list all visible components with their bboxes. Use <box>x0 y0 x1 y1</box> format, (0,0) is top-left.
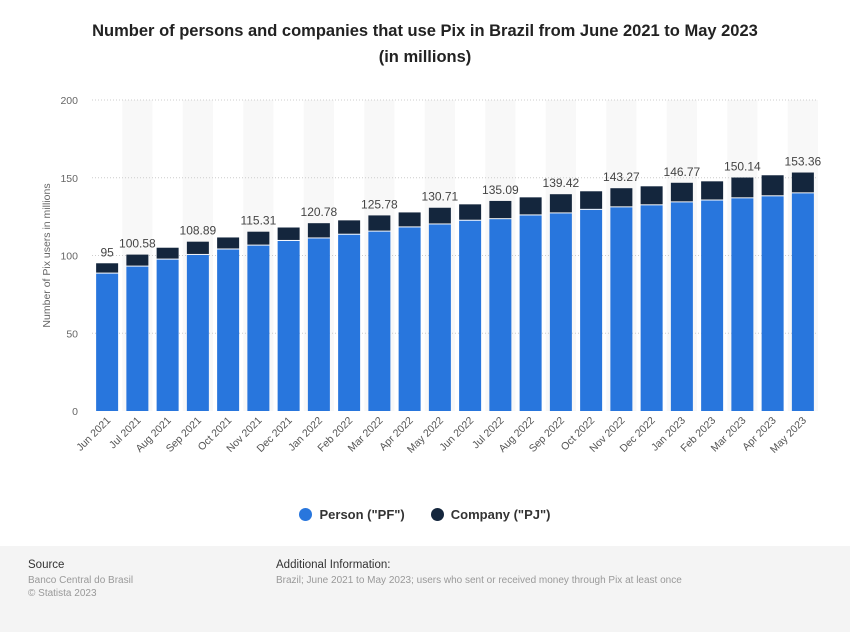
chart-title-line-2: (in millions) <box>378 48 472 66</box>
bar-company <box>277 227 300 240</box>
data-label-total: 125.78 <box>361 197 398 211</box>
bar-company <box>489 200 512 219</box>
bar-company <box>307 223 330 238</box>
bar-person <box>217 249 240 411</box>
y-tick-label: 100 <box>60 251 78 263</box>
bar-person <box>277 240 300 411</box>
data-label-total: 115.31 <box>240 214 276 228</box>
bar-person <box>731 198 754 411</box>
bar-company <box>731 177 754 198</box>
bar-person <box>156 259 179 411</box>
bar-person <box>791 193 814 411</box>
bar-person <box>126 266 149 411</box>
bar-company <box>701 181 724 200</box>
bar-person <box>398 227 421 411</box>
legend-item-company[interactable]: Company ("PJ") <box>430 507 551 522</box>
bar-person <box>489 219 512 411</box>
data-label-total: 120.78 <box>301 205 338 219</box>
legend-label-person: Person ("PF") <box>319 507 405 522</box>
source-heading: Source <box>28 559 65 571</box>
bar-company <box>519 197 542 215</box>
data-label-total: 146.77 <box>664 165 701 179</box>
data-label-total: 139.42 <box>543 176 580 190</box>
y-tick-label: 0 <box>72 406 78 418</box>
bar-company <box>580 191 603 209</box>
bar-company <box>247 231 270 245</box>
bar-person <box>338 234 361 411</box>
bar-person <box>519 215 542 411</box>
bar-person <box>670 202 693 411</box>
copyright-text: © Statista 2023 <box>28 588 97 599</box>
y-tick-label: 200 <box>60 95 78 107</box>
bar-company <box>96 263 119 273</box>
source-text[interactable]: Banco Central do Brasil <box>28 575 134 586</box>
bar-person <box>368 231 391 411</box>
data-label-total: 135.09 <box>482 183 519 197</box>
data-label-total: 143.27 <box>603 170 640 184</box>
bar-company <box>459 204 482 220</box>
bar-person <box>549 213 572 411</box>
bar-company <box>640 186 663 205</box>
chart-title-line-1: Number of persons and companies that use… <box>92 22 758 40</box>
bar-company <box>761 175 784 196</box>
info-heading: Additional Information: <box>276 559 391 571</box>
bar-person <box>307 238 330 411</box>
bar-person <box>701 200 724 411</box>
bar-person <box>640 205 663 411</box>
bar-person <box>247 245 270 411</box>
footer: Source Banco Central do Brasil © Statist… <box>0 546 850 632</box>
bar-company <box>338 220 361 234</box>
data-label-total: 108.89 <box>180 224 217 238</box>
y-tick-label: 150 <box>60 173 78 185</box>
data-label-total: 150.14 <box>724 160 761 174</box>
bar-company <box>217 237 240 249</box>
bar-company <box>610 188 633 207</box>
y-axis-label: Number of Pix users in millions <box>41 183 53 327</box>
bar-person <box>761 196 784 411</box>
bar-company <box>186 241 209 254</box>
chart-title: Number of persons and companies that use… <box>40 18 810 70</box>
bar-company <box>791 172 814 193</box>
bar-company <box>549 194 572 213</box>
bar-person <box>459 220 482 411</box>
data-label-total: 153.36 <box>785 155 822 169</box>
bar-person <box>580 209 603 411</box>
legend-marker-company <box>430 508 444 521</box>
bar-person <box>610 207 633 411</box>
legend-item-person[interactable]: Person ("PF") <box>299 507 405 522</box>
bar-person <box>96 273 119 411</box>
bar-company <box>156 247 179 259</box>
bar-company <box>368 215 391 231</box>
bar-company <box>126 254 149 266</box>
legend-marker-person <box>299 508 313 521</box>
bar-company <box>670 182 693 202</box>
info-text: Brazil; June 2021 to May 2023; users who… <box>276 575 682 586</box>
bar-company <box>428 207 451 224</box>
data-label-total: 95 <box>100 245 114 259</box>
y-tick-label: 50 <box>66 328 78 340</box>
bar-person <box>186 254 209 411</box>
bar-company <box>398 212 421 227</box>
legend-label-company: Company ("PJ") <box>450 507 551 522</box>
data-label-total: 130.71 <box>422 190 459 204</box>
bar-person <box>428 224 451 411</box>
x-tick-label: Jun 2021 <box>74 415 113 454</box>
legend: Person ("PF") Company ("PJ") <box>0 507 850 522</box>
data-label-total: 100.58 <box>119 237 156 251</box>
stacked-bar-chart: 0 50 100 150 200 Number of Pix users in milli… <box>41 95 822 456</box>
